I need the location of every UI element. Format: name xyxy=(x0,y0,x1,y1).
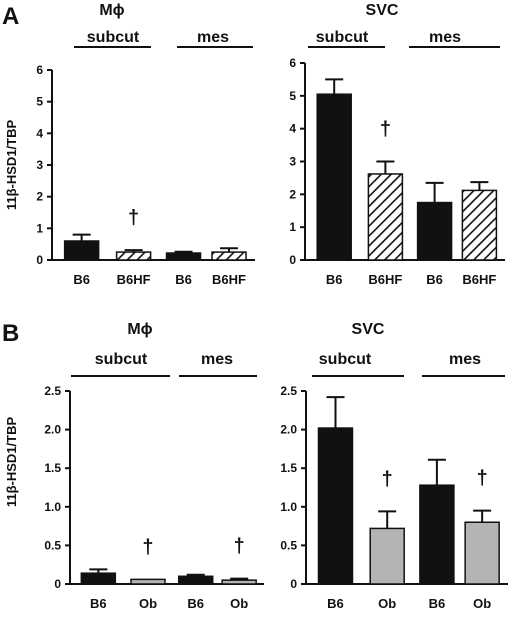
chart-b-macrophage: Mϕ subcut mes 0 0.5 1.0 1.5 2.0 2.5 B6 Ob † B6 Ob † xyxy=(44,321,264,611)
y-tick-label: 0 xyxy=(54,577,61,591)
y-tick-label: 2 xyxy=(289,187,296,201)
significance-dagger-3: † xyxy=(234,536,245,558)
y-tick-label: 0 xyxy=(290,577,297,591)
bar-b6-0 xyxy=(63,240,100,261)
y-tick-label: 1.5 xyxy=(280,461,297,475)
x-category-label: B6 xyxy=(90,596,107,611)
panel-label-a: A xyxy=(2,3,19,30)
y-tick-label: 4 xyxy=(289,122,296,136)
y-tick-label: 0.5 xyxy=(44,538,61,552)
bar-b6-0 xyxy=(80,572,117,585)
y-tick-label: 6 xyxy=(36,63,43,77)
bar-b6-2 xyxy=(419,484,455,585)
significance-dagger-1: † xyxy=(380,119,391,141)
y-tick-label: 4 xyxy=(36,126,43,140)
x-category-label: B6 xyxy=(426,272,443,287)
y-tick-label: 1.0 xyxy=(44,500,61,514)
y-tick-label: 1 xyxy=(36,221,43,235)
bar-ob-1 xyxy=(130,578,166,585)
y-tick-label: 1.5 xyxy=(44,461,61,475)
bar-b6-0 xyxy=(316,93,352,261)
chart-title: Mϕ xyxy=(99,2,124,19)
y-tick-label: 3 xyxy=(36,158,43,172)
y-tick-label: 0 xyxy=(289,253,296,267)
y-tick-label: 3 xyxy=(289,155,296,169)
bar-b6-2 xyxy=(416,201,453,261)
bar-b6hf-3 xyxy=(211,251,247,261)
y-tick-label: 1.0 xyxy=(280,500,297,514)
group-label-mes: mes xyxy=(449,351,481,368)
chart-a-macrophage: Mϕ subcut mes 0 1 2 3 4 5 6 B6 B6HF † B6 B6HF xyxy=(36,2,255,287)
y-tick-label: 5 xyxy=(36,95,43,109)
y-axis-label-b: 11β-HSD1/TBP xyxy=(4,417,19,508)
group-label-mes: mes xyxy=(429,29,461,46)
chart-a-svc: SVC subcut mes 0 1 2 3 4 5 6 B6 B6HF † B6 B6HF xyxy=(289,2,505,287)
bar-b6-2 xyxy=(177,575,214,585)
bar-b6hf-1 xyxy=(367,173,404,261)
y-axis-label-a: 11β-HSD1/TBP xyxy=(4,120,19,211)
bar-ob-1 xyxy=(369,527,405,585)
y-tick-label: 2.5 xyxy=(280,384,297,398)
bar-b6-2 xyxy=(165,252,202,261)
chart-title: SVC xyxy=(352,321,385,338)
significance-dagger-1: † xyxy=(142,536,153,558)
group-label-mes: mes xyxy=(197,29,229,46)
x-category-label: B6 xyxy=(326,272,343,287)
y-tick-label: 0 xyxy=(36,253,43,267)
x-category-label: B6 xyxy=(175,272,192,287)
x-category-label: B6HF xyxy=(368,272,402,287)
y-tick-label: 2.5 xyxy=(44,384,61,398)
y-tick-label: 0.5 xyxy=(280,538,297,552)
x-category-label: Ob xyxy=(473,596,491,611)
group-label-subcut: subcut xyxy=(95,351,148,368)
x-category-label: B6HF xyxy=(462,272,496,287)
y-tick-label: 1 xyxy=(289,220,296,234)
x-category-label: B6 xyxy=(187,596,204,611)
x-category-label: B6HF xyxy=(117,272,151,287)
y-tick-label: 6 xyxy=(289,56,296,70)
x-category-label: B6HF xyxy=(212,272,246,287)
bar-b6-0 xyxy=(317,427,354,585)
significance-dagger-1: † xyxy=(382,468,393,490)
x-category-label: B6 xyxy=(73,272,90,287)
group-label-subcut: subcut xyxy=(87,29,140,46)
group-label-subcut: subcut xyxy=(316,29,369,46)
y-tick-label: 2.0 xyxy=(280,423,297,437)
chart-title: Mϕ xyxy=(127,321,152,338)
x-category-label: B6 xyxy=(327,596,344,611)
bar-ob-3 xyxy=(464,521,500,585)
significance-dagger-3: † xyxy=(477,468,488,490)
y-tick-label: 2.0 xyxy=(44,423,61,437)
bar-b6hf-1 xyxy=(115,251,152,261)
x-category-label: Ob xyxy=(139,596,157,611)
bar-ob-3 xyxy=(221,579,257,585)
significance-dagger-1: † xyxy=(128,207,139,229)
panel-label-b: B xyxy=(2,320,19,347)
x-category-label: Ob xyxy=(230,596,248,611)
group-label-mes: mes xyxy=(201,351,233,368)
y-tick-label: 5 xyxy=(289,89,296,103)
x-category-label: Ob xyxy=(378,596,396,611)
x-category-label: B6 xyxy=(429,596,446,611)
group-label-subcut: subcut xyxy=(319,351,372,368)
y-tick-label: 2 xyxy=(36,190,43,204)
bar-b6hf-3 xyxy=(461,189,498,261)
chart-b-svc: SVC subcut mes 0 0.5 1.0 1.5 2.0 2.5 B6 Ob † B6 Ob † xyxy=(280,321,508,611)
chart-title: SVC xyxy=(366,2,399,19)
